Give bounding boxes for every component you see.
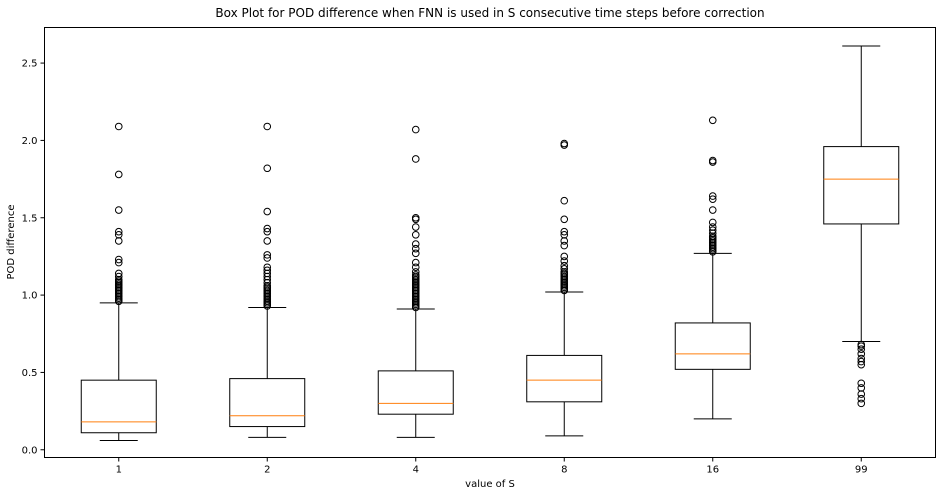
outlier-point: [263, 164, 272, 173]
outlier-point: [708, 158, 717, 166]
outlier-point: [114, 230, 123, 239]
y-tick-label: 1.0: [22, 291, 38, 302]
outlier-point: [857, 354, 866, 363]
outlier-point: [114, 227, 123, 236]
box-group: [674, 116, 751, 420]
outlier-point: [560, 257, 569, 265]
outlier-point: [857, 345, 866, 354]
outlier-point: [708, 116, 717, 125]
y-tick-label: 0.0: [22, 445, 38, 456]
outlier-point: [114, 237, 123, 245]
x-tick-label: 4: [413, 465, 419, 476]
outlier-point: [114, 170, 123, 179]
y-tick-label: 0.5: [22, 368, 38, 379]
outlier-point: [560, 241, 569, 250]
outlier-point: [411, 223, 420, 231]
chart-title: Box Plot for POD difference when FNN is …: [215, 6, 764, 20]
outlier-point: [411, 268, 420, 276]
plot-frame: [44, 27, 936, 458]
outlier-point: [411, 244, 420, 253]
outlier-point: [857, 394, 866, 403]
outlier-point: [114, 122, 123, 131]
outlier-point: [263, 227, 272, 236]
box-group: [526, 139, 603, 437]
outlier-point: [560, 237, 569, 245]
x-axis-label: value of S: [465, 479, 515, 490]
outlier-point: [263, 207, 272, 216]
outlier-point: [411, 258, 420, 267]
x-tick-label: 99: [855, 465, 868, 476]
x-tick-label: 2: [264, 465, 270, 476]
y-tick-label: 1.5: [22, 213, 38, 224]
box-iqr: [526, 354, 603, 403]
outlier-point: [411, 125, 420, 134]
outlier-point: [114, 258, 123, 267]
outlier-point: [857, 399, 866, 408]
outlier-point: [708, 156, 717, 165]
outlier-point: [708, 223, 717, 231]
box-group: [80, 122, 157, 441]
outlier-point: [263, 251, 272, 259]
outlier-point: [560, 252, 569, 261]
outlier-point: [857, 390, 866, 398]
outlier-point: [411, 230, 420, 239]
outlier-point: [411, 213, 420, 222]
outlier-point: [708, 192, 717, 200]
box-group: [823, 45, 900, 408]
outlier-point: [857, 357, 866, 366]
outlier-point: [560, 196, 569, 205]
outlier-point: [560, 139, 569, 148]
box-iqr: [377, 370, 454, 415]
box-group: [229, 122, 306, 438]
outlier-point: [857, 384, 866, 392]
outlier-point: [560, 261, 569, 270]
outlier-point: [560, 141, 569, 149]
box-iqr: [823, 146, 900, 225]
outlier-point: [411, 155, 420, 163]
outlier-point: [708, 195, 717, 203]
outlier-point: [857, 379, 866, 388]
outlier-point: [411, 249, 420, 258]
outlier-point: [411, 240, 420, 248]
outlier-point: [263, 263, 272, 272]
outlier-point: [708, 226, 717, 234]
outlier-point: [114, 269, 123, 278]
box-iqr: [80, 379, 157, 434]
outlier-point: [263, 237, 272, 245]
y-tick-label: 2.0: [22, 136, 38, 147]
outlier-point: [263, 254, 272, 262]
x-tick-label: 8: [561, 465, 567, 476]
outlier-point: [560, 264, 569, 273]
outlier-point: [560, 230, 569, 239]
outlier-point: [263, 224, 272, 233]
outlier-point: [857, 340, 866, 349]
box-group: [377, 125, 454, 438]
y-tick-label: 2.5: [22, 59, 38, 70]
x-tick-label: 16: [706, 465, 719, 476]
x-axis: 1 2 4 8 16 99: [116, 457, 868, 476]
y-axis-label: POD difference: [6, 205, 17, 280]
outlier-point: [411, 263, 420, 272]
outlier-point: [708, 206, 717, 214]
box-iqr: [229, 378, 306, 428]
outlier-point: [560, 227, 569, 236]
outlier-point: [708, 218, 717, 227]
outlier-point: [411, 215, 420, 224]
outlier-point: [114, 272, 123, 281]
box-iqr: [674, 322, 751, 370]
outlier-point: [114, 206, 123, 214]
outlier-point: [263, 266, 272, 275]
outlier-point: [114, 255, 123, 264]
chart-marks: [80, 45, 900, 441]
outlier-point: [263, 122, 272, 131]
outlier-point: [857, 350, 866, 358]
y-axis: 0.0 0.5 1.0 1.5 2.0 2.5: [22, 59, 45, 456]
x-tick-label: 1: [116, 465, 122, 476]
outlier-point: [560, 215, 569, 224]
outlier-point: [411, 271, 420, 279]
